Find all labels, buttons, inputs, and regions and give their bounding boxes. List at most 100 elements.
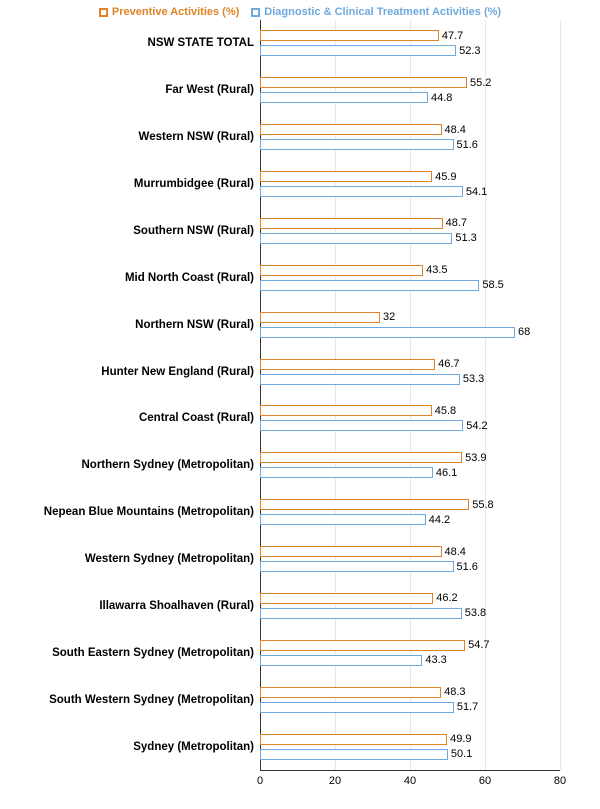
chart-row: Sydney (Metropolitan)49.950.1: [260, 727, 560, 767]
chart-row: Western Sydney (Metropolitan)48.451.6: [260, 539, 560, 579]
category-label: Murrumbidgee (Rural): [4, 178, 254, 190]
bar-value-preventive: 48.7: [446, 217, 467, 229]
bar-preventive: 48.3: [260, 687, 441, 698]
chart-container: Preventive Activities (%) Diagnostic & C…: [0, 0, 600, 809]
legend: Preventive Activities (%) Diagnostic & C…: [0, 0, 600, 20]
chart-row: NSW STATE TOTAL47.752.3: [260, 23, 560, 63]
bar-value-preventive: 46.7: [438, 358, 459, 370]
bar-preventive: 32: [260, 312, 380, 323]
bar-value-preventive: 54.7: [468, 639, 489, 651]
bar-diagnostic: 53.3: [260, 374, 460, 385]
bar-value-preventive: 48.3: [444, 686, 465, 698]
chart-row: Hunter New England (Rural)46.753.3: [260, 352, 560, 392]
chart-row: South Eastern Sydney (Metropolitan)54.74…: [260, 633, 560, 673]
chart-row: Illawarra Shoalhaven (Rural)46.253.8: [260, 586, 560, 626]
bar-preventive: 43.5: [260, 265, 423, 276]
category-label: NSW STATE TOTAL: [4, 37, 254, 49]
category-label: Hunter New England (Rural): [4, 366, 254, 378]
legend-item-preventive: Preventive Activities (%): [99, 6, 239, 18]
bar-preventive: 46.2: [260, 593, 433, 604]
bar-diagnostic: 58.5: [260, 280, 479, 291]
bar-diagnostic: 52.3: [260, 45, 456, 56]
bar-value-diagnostic: 54.1: [466, 186, 487, 198]
bar-value-diagnostic: 54.2: [466, 420, 487, 432]
bar-value-diagnostic: 51.6: [457, 139, 478, 151]
bar-value-diagnostic: 58.5: [482, 279, 503, 291]
bar-preventive: 45.8: [260, 405, 432, 416]
x-axis: 020406080: [260, 771, 560, 791]
bar-preventive: 49.9: [260, 734, 447, 745]
bar-diagnostic: 51.7: [260, 702, 454, 713]
bar-diagnostic: 54.2: [260, 420, 463, 431]
bar-value-diagnostic: 44.2: [429, 514, 450, 526]
legend-label-diagnostic: Diagnostic & Clinical Treatment Activiti…: [264, 6, 501, 18]
category-label: Northern Sydney (Metropolitan): [4, 459, 254, 471]
category-label: Central Coast (Rural): [4, 412, 254, 424]
category-label: Far West (Rural): [4, 84, 254, 96]
bar-preventive: 48.4: [260, 546, 442, 557]
chart-row: South Western Sydney (Metropolitan)48.35…: [260, 680, 560, 720]
bar-value-preventive: 45.9: [435, 171, 456, 183]
bar-preventive: 48.4: [260, 124, 442, 135]
bar-preventive: 46.7: [260, 359, 435, 370]
chart-row: Southern NSW (Rural)48.751.3: [260, 211, 560, 251]
bar-value-preventive: 48.4: [445, 124, 466, 136]
category-label: Southern NSW (Rural): [4, 225, 254, 237]
x-tick-label: 40: [404, 775, 416, 787]
bar-diagnostic: 44.2: [260, 514, 426, 525]
category-label: Northern NSW (Rural): [4, 319, 254, 331]
bar-value-preventive: 46.2: [436, 592, 457, 604]
category-label: South Western Sydney (Metropolitan): [4, 694, 254, 706]
category-label: Mid North Coast (Rural): [4, 272, 254, 284]
chart-row: Far West (Rural)55.244.8: [260, 70, 560, 110]
bar-preventive: 45.9: [260, 171, 432, 182]
bar-value-preventive: 55.2: [470, 77, 491, 89]
legend-swatch-diagnostic: [251, 8, 260, 17]
chart-row: Northern Sydney (Metropolitan)53.946.1: [260, 445, 560, 485]
bar-value-diagnostic: 51.6: [457, 561, 478, 573]
chart-rows: NSW STATE TOTAL47.752.3Far West (Rural)5…: [260, 20, 560, 770]
category-label: Nepean Blue Mountains (Metropolitan): [4, 506, 254, 518]
bar-value-preventive: 32: [383, 311, 395, 323]
bar-diagnostic: 53.8: [260, 608, 462, 619]
bar-diagnostic: 51.6: [260, 139, 454, 150]
bar-diagnostic: 43.3: [260, 655, 422, 666]
bar-value-diagnostic: 44.8: [431, 92, 452, 104]
chart-row: Mid North Coast (Rural)43.558.5: [260, 258, 560, 298]
bar-value-preventive: 43.5: [426, 264, 447, 276]
bar-diagnostic: 54.1: [260, 186, 463, 197]
bar-preventive: 55.2: [260, 77, 467, 88]
bar-value-preventive: 47.7: [442, 30, 463, 42]
category-label: Western Sydney (Metropolitan): [4, 553, 254, 565]
category-label: Western NSW (Rural): [4, 131, 254, 143]
x-tick-label: 0: [257, 775, 263, 787]
bar-value-diagnostic: 68: [518, 326, 530, 338]
x-tick-label: 80: [554, 775, 566, 787]
bar-value-diagnostic: 52.3: [459, 45, 480, 57]
bar-diagnostic: 51.3: [260, 233, 452, 244]
chart-row: Murrumbidgee (Rural)45.954.1: [260, 164, 560, 204]
chart-row: Nepean Blue Mountains (Metropolitan)55.8…: [260, 492, 560, 532]
x-tick-label: 20: [329, 775, 341, 787]
bar-value-preventive: 55.8: [472, 499, 493, 511]
bar-value-diagnostic: 51.7: [457, 701, 478, 713]
bar-diagnostic: 68: [260, 327, 515, 338]
chart-row: Western NSW (Rural)48.451.6: [260, 117, 560, 157]
legend-label-preventive: Preventive Activities (%): [112, 6, 239, 18]
category-label: Illawarra Shoalhaven (Rural): [4, 600, 254, 612]
bar-value-diagnostic: 50.1: [451, 748, 472, 760]
bar-diagnostic: 50.1: [260, 749, 448, 760]
bar-preventive: 47.7: [260, 30, 439, 41]
bar-preventive: 55.8: [260, 499, 469, 510]
bar-preventive: 54.7: [260, 640, 465, 651]
bar-value-diagnostic: 53.3: [463, 373, 484, 385]
bar-value-preventive: 48.4: [445, 546, 466, 558]
plot-area: NSW STATE TOTAL47.752.3Far West (Rural)5…: [260, 20, 560, 771]
bar-value-diagnostic: 43.3: [425, 654, 446, 666]
bar-value-diagnostic: 53.8: [465, 607, 486, 619]
bar-preventive: 48.7: [260, 218, 443, 229]
bar-diagnostic: 46.1: [260, 467, 433, 478]
bar-value-diagnostic: 46.1: [436, 467, 457, 479]
bar-value-diagnostic: 51.3: [455, 232, 476, 244]
x-tick-label: 60: [479, 775, 491, 787]
